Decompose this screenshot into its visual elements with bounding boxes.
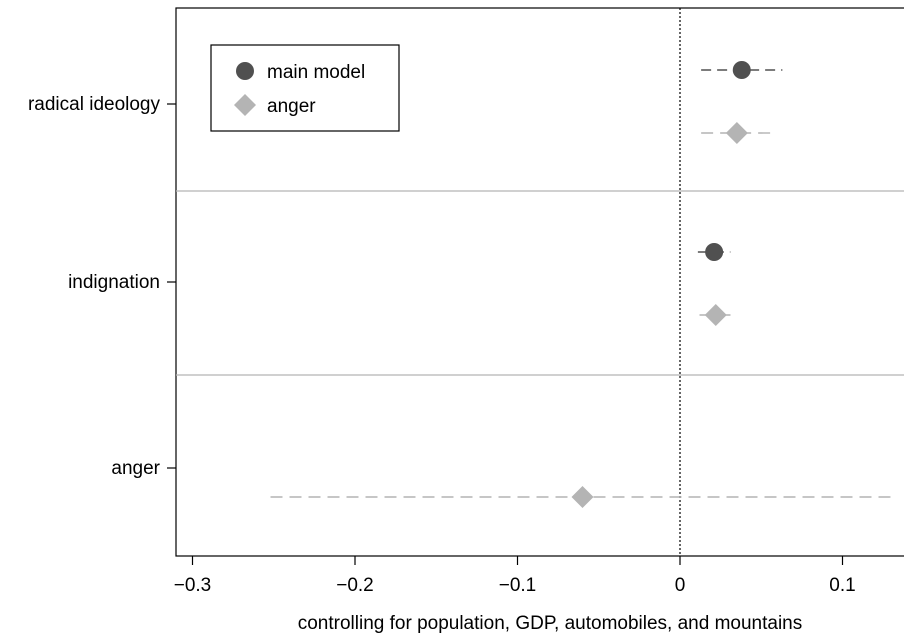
x-tick-label: 0: [675, 575, 686, 596]
legend-label: main model: [267, 62, 365, 83]
y-category-label: indignation: [68, 272, 160, 293]
group-dividers: [176, 190, 904, 376]
series-anger: [270, 122, 897, 508]
point-estimate: [571, 486, 594, 508]
point-estimate: [704, 304, 727, 326]
x-axis-title: controlling for population, GDP, automob…: [298, 613, 803, 634]
point-estimate: [725, 122, 748, 144]
legend-marker: [234, 94, 256, 116]
series-layer: [270, 61, 897, 508]
x-tick-label: −0.3: [174, 575, 212, 596]
legend-box: [210, 44, 400, 132]
legend: main model anger: [210, 44, 400, 132]
point-estimate: [705, 243, 724, 261]
series-main-model: [697, 61, 783, 261]
legend-marker: [236, 62, 254, 80]
point-estimate: [732, 61, 751, 79]
y-category-label: radical ideology: [28, 94, 161, 115]
y-category-label: anger: [111, 458, 160, 479]
x-axis: −0.3 −0.2 −0.1 0 0.1: [174, 556, 856, 596]
legend-label: anger: [267, 96, 316, 117]
x-tick-label: −0.1: [499, 575, 537, 596]
x-tick-label: −0.2: [336, 575, 374, 596]
x-tick-label: 0.1: [829, 575, 855, 596]
y-axis: radical ideology indignation anger: [28, 94, 176, 479]
